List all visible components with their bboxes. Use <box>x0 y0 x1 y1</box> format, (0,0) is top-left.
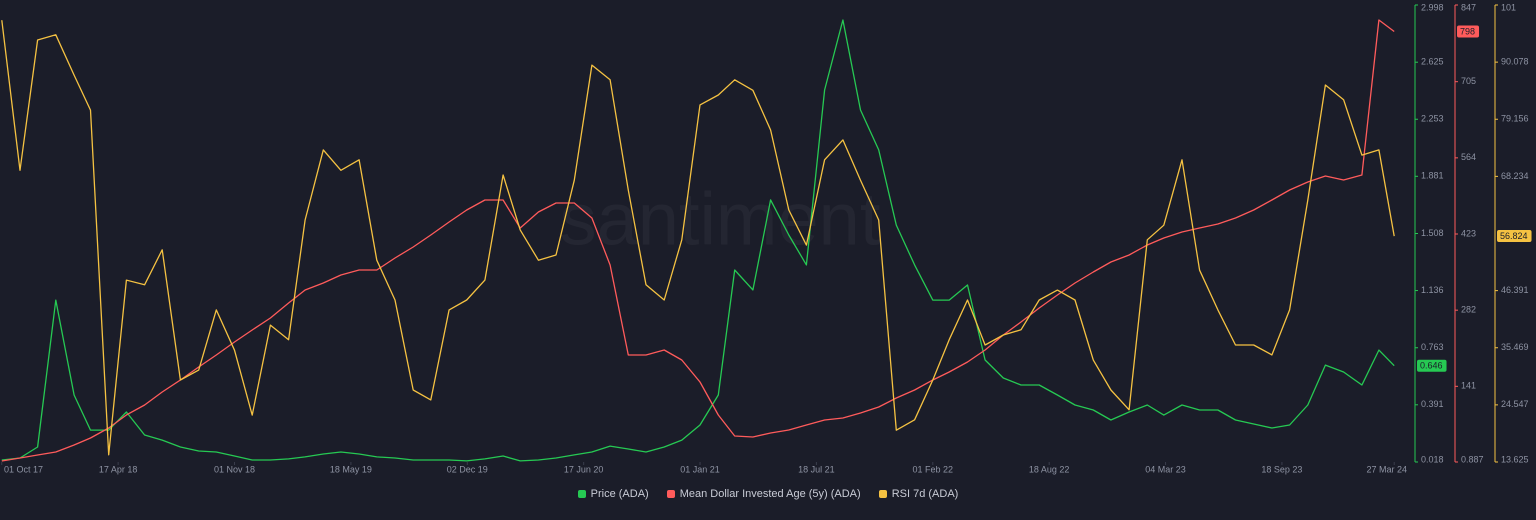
value-label: 0.646 <box>1420 361 1443 371</box>
x-tick-label: 27 Mar 24 <box>1366 464 1407 474</box>
legend-swatch <box>666 490 675 498</box>
legend-label: Price (ADA) <box>590 488 649 500</box>
series-line <box>1 19 1395 462</box>
y-tick-label: 705 <box>1461 76 1476 86</box>
y-tick-label: 79.156 <box>1501 114 1529 124</box>
chart: santiment 0.018 0.391 0.763 1.136 1.508 1.881… <box>1 2 1532 474</box>
x-tick-label: 01 Oct 17 <box>4 464 43 474</box>
x-tick-label: 18 Jul 21 <box>798 464 835 474</box>
y-tick-label: 0.763 <box>1421 342 1444 352</box>
y-tick-label: 46.391 <box>1501 285 1529 295</box>
y-tick-label: 68.234 <box>1501 171 1529 181</box>
value-label: 798 <box>1460 26 1475 36</box>
y-tick-label: 1.508 <box>1421 228 1444 238</box>
y-tick-label: 0.018 <box>1421 454 1444 464</box>
x-tick-label: 01 Nov 18 <box>214 464 255 474</box>
y-tick-label: 2.998 <box>1421 2 1444 12</box>
legend-swatch <box>878 490 887 498</box>
x-tick-label: 01 Feb 22 <box>913 464 954 474</box>
y-tick-label: 564 <box>1461 152 1476 162</box>
x-tick-label: 17 Apr 18 <box>99 464 138 474</box>
legend-swatch <box>577 490 586 498</box>
y-tick-label: 13.625 <box>1501 454 1529 464</box>
y-tick-label: 0.391 <box>1421 399 1444 409</box>
x-tick-label: 18 Sep 23 <box>1261 464 1302 474</box>
y-tick-label: 423 <box>1461 228 1476 238</box>
series-line <box>1 19 1395 462</box>
legend-label: RSI 7d (ADA) <box>891 488 959 500</box>
legend-item[interactable]: Price (ADA) <box>577 488 649 500</box>
y-tick-label: 101 <box>1501 2 1516 12</box>
y-tick-label: 2.253 <box>1421 114 1444 124</box>
y-tick-label: 24.547 <box>1501 399 1529 409</box>
x-tick-label: 17 Jun 20 <box>564 464 604 474</box>
legend: Price (ADA) Mean Dollar Invested Age (5y)… <box>0 488 1536 500</box>
y-tick-label: 90.078 <box>1501 57 1529 67</box>
value-box <box>1417 359 1447 372</box>
x-tick-label: 18 May 19 <box>330 464 372 474</box>
watermark: santiment <box>560 178 881 261</box>
x-tick-label: 04 Mar 23 <box>1145 464 1186 474</box>
y-tick-label: 141 <box>1461 381 1476 391</box>
value-box <box>1497 230 1532 243</box>
y-tick-label: 282 <box>1461 305 1476 315</box>
y-tick-label: 35.469 <box>1501 342 1529 352</box>
y-tick-label: 847 <box>1461 2 1476 12</box>
value-label: 56.824 <box>1500 231 1528 241</box>
legend-item[interactable]: RSI 7d (ADA) <box>878 488 959 500</box>
x-tick-label: 01 Jan 21 <box>680 464 720 474</box>
legend-label: Mean Dollar Invested Age (5y) (ADA) <box>679 488 861 500</box>
y-tick-label: 2.625 <box>1421 57 1444 67</box>
series-line <box>1 20 1395 456</box>
x-tick-label: 18 Aug 22 <box>1029 464 1070 474</box>
x-tick-label: 02 Dec 19 <box>447 464 488 474</box>
legend-item[interactable]: Mean Dollar Invested Age (5y) (ADA) <box>666 488 861 500</box>
value-box <box>1457 25 1480 38</box>
y-tick-label: 0.887 <box>1461 454 1484 464</box>
y-tick-label: 1.881 <box>1421 171 1444 181</box>
y-tick-label: 1.136 <box>1421 285 1444 295</box>
